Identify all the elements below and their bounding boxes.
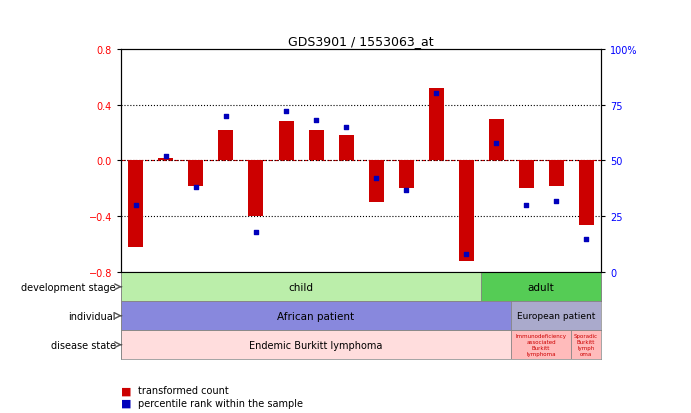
Text: disease state: disease state bbox=[51, 340, 116, 350]
Text: individual: individual bbox=[68, 311, 116, 321]
Text: transformed count: transformed count bbox=[138, 385, 229, 395]
Bar bbox=[121, 301, 511, 330]
Text: percentile rank within the sample: percentile rank within the sample bbox=[138, 398, 303, 408]
Bar bbox=[511, 301, 601, 330]
Bar bbox=[459, 161, 473, 261]
Bar bbox=[481, 273, 601, 301]
Bar bbox=[158, 158, 173, 161]
Point bbox=[461, 252, 472, 258]
Text: ■: ■ bbox=[121, 385, 131, 395]
Bar bbox=[489, 119, 504, 161]
Bar bbox=[121, 330, 511, 359]
Point bbox=[401, 187, 412, 193]
Bar bbox=[549, 161, 564, 186]
Point bbox=[341, 124, 352, 131]
Text: ■: ■ bbox=[121, 398, 131, 408]
Point bbox=[220, 113, 231, 120]
Point bbox=[551, 198, 562, 204]
Text: Immunodeficiency
associated
Burkitt
lymphoma: Immunodeficiency associated Burkitt lymp… bbox=[515, 334, 567, 356]
Point bbox=[580, 236, 591, 242]
Bar bbox=[578, 161, 594, 225]
Title: GDS3901 / 1553063_at: GDS3901 / 1553063_at bbox=[288, 36, 434, 48]
Bar bbox=[519, 161, 533, 189]
Text: child: child bbox=[289, 282, 314, 292]
Bar bbox=[189, 161, 203, 186]
Point bbox=[520, 202, 531, 209]
Point bbox=[131, 202, 142, 209]
Text: African patient: African patient bbox=[278, 311, 354, 321]
Point bbox=[310, 118, 321, 124]
Bar bbox=[278, 122, 294, 161]
Bar bbox=[218, 131, 234, 161]
Point bbox=[281, 109, 292, 115]
Text: Sporadic
Burkitt
lymph
oma: Sporadic Burkitt lymph oma bbox=[574, 334, 598, 356]
Text: European patient: European patient bbox=[517, 311, 596, 320]
Bar bbox=[308, 131, 323, 161]
Bar bbox=[339, 136, 354, 161]
Bar bbox=[368, 161, 384, 203]
Bar bbox=[399, 161, 414, 189]
Point bbox=[191, 185, 202, 191]
Text: adult: adult bbox=[528, 282, 554, 292]
Text: Endemic Burkitt lymphoma: Endemic Burkitt lymphoma bbox=[249, 340, 383, 350]
Point bbox=[491, 140, 502, 147]
Bar bbox=[428, 88, 444, 161]
Bar bbox=[121, 273, 481, 301]
Bar bbox=[511, 330, 571, 359]
Bar bbox=[571, 330, 601, 359]
Point bbox=[160, 153, 171, 160]
Point bbox=[430, 91, 442, 97]
Text: development stage: development stage bbox=[21, 282, 116, 292]
Point bbox=[370, 176, 381, 182]
Bar bbox=[129, 161, 144, 247]
Point bbox=[250, 229, 261, 236]
Bar bbox=[249, 161, 263, 217]
